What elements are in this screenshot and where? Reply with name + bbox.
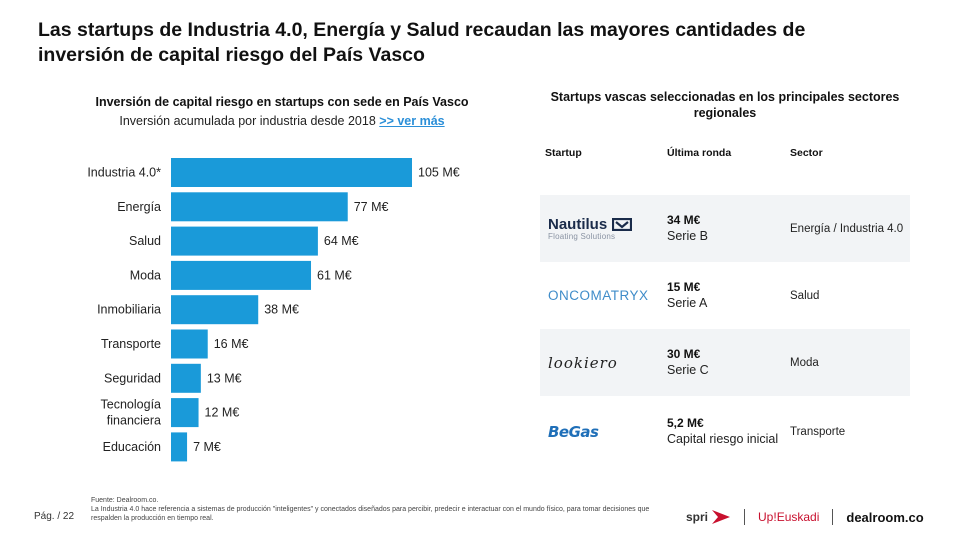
chart-subtitle: Inversión acumulada por industria desde … [40,114,524,128]
sector-cell: Energía / Industria 4.0 [790,222,904,235]
footnote: Fuente: Dealroom.co. La Industria 4.0 ha… [91,496,651,523]
category-label: Energía [117,200,161,214]
ronda-amount: 34 M€ [667,213,701,227]
dealroom-logo: dealroom.co [846,509,924,525]
page-title: Las startups de Industria 4.0, Energía y… [38,19,806,66]
spri-logo: spri [686,509,731,525]
value-label: 105 M€ [418,166,460,180]
category-label: Moda [130,268,161,282]
ultima-ronda-cell: 30 M€ Serie C [667,329,709,396]
oncomatryx-logo-text: ONCOMATRYX [548,288,649,303]
begas-logo-text: BeGas [548,422,599,441]
table-row: ONCOMATRYX 15 M€ Serie A Salud [540,262,910,329]
bar [171,398,199,428]
header-ultima-ronda: Última ronda [667,147,732,159]
category-label: Inmobiliaria [97,303,161,317]
value-label: 64 M€ [324,234,359,248]
table-row: lookiero 30 M€ Serie C Moda [540,329,910,396]
header-startup: Startup [545,147,582,159]
sector-cell: Transporte [790,425,846,438]
bar [171,226,318,256]
divider [744,509,746,525]
page-number: Pág. / 22 [34,511,75,522]
nautilus-wave-icon [612,218,633,231]
value-label: 77 M€ [354,200,389,214]
bar [171,295,259,325]
ultima-ronda-cell: 5,2 M€ Capital riesgo inicial [667,398,778,465]
divider [832,509,834,525]
spri-logo-text: spri [686,510,709,524]
category-label: Salud [129,234,161,248]
category-label: Seguridad [104,371,161,385]
footnote-note: La Industria 4.0 hace referencia a siste… [91,506,650,522]
value-label: 12 M€ [205,406,240,420]
category-label: Tecnología financiera [101,398,162,428]
nautilus-logo-subtext: Floating Solutions [548,232,616,241]
sector-cell: Moda [790,356,819,369]
ultima-ronda-cell: 34 M€ Serie B [667,195,708,262]
upeuskadi-logo: Up!Euskadi [758,510,820,524]
nautilus-logo-text: Nautilus [548,216,608,233]
bar [171,432,188,462]
bar [171,260,312,290]
value-label: 13 M€ [207,371,242,385]
ronda-serie: Capital riesgo inicial [667,432,779,446]
begas-logo: BeGas [548,398,658,465]
sector-cell: Salud [790,289,820,302]
footer-logos: spri Up!Euskadi dealroom.co [686,502,924,532]
value-label: 61 M€ [317,268,352,282]
lookiero-logo: lookiero [548,329,658,396]
ronda-amount: 30 M€ [667,347,701,361]
value-label: 7 M€ [193,440,221,454]
value-label: 38 M€ [264,303,299,317]
bar [171,363,201,393]
ver-mas-link[interactable]: >> ver más [379,114,445,128]
header-sector: Sector [790,147,823,159]
ronda-serie: Serie B [667,229,708,243]
bar [171,158,412,187]
ronda-serie: Serie C [667,363,709,377]
footnote-source: Fuente: Dealroom.co. [91,497,159,504]
ronda-serie: Serie A [667,296,708,310]
category-label: Educación [103,440,161,454]
bar [171,329,208,359]
spri-arrow-icon [712,510,731,524]
lookiero-logo-text: lookiero [548,353,618,372]
table-title: Startups vascas seleccionadas en los pri… [550,90,900,120]
category-label: Industria 4.0* [87,166,161,180]
value-label: 16 M€ [214,337,249,351]
oncomatryx-logo: ONCOMATRYX [548,262,658,329]
ronda-amount: 15 M€ [667,280,701,294]
table-row: Nautilus Floating Solutions 34 M€ Serie … [540,195,910,262]
nautilus-logo: Nautilus Floating Solutions [548,195,658,262]
chart-title: Inversión de capital riesgo en startups … [95,95,469,109]
ronda-amount: 5,2 M€ [667,416,704,430]
bar [171,192,348,222]
ultima-ronda-cell: 15 M€ Serie A [667,262,707,329]
chart-subtitle-text: Inversión acumulada por industria desde … [119,114,376,128]
table-row: BeGas 5,2 M€ Capital riesgo inicial Tran… [540,398,910,465]
category-label: Transporte [101,337,161,351]
